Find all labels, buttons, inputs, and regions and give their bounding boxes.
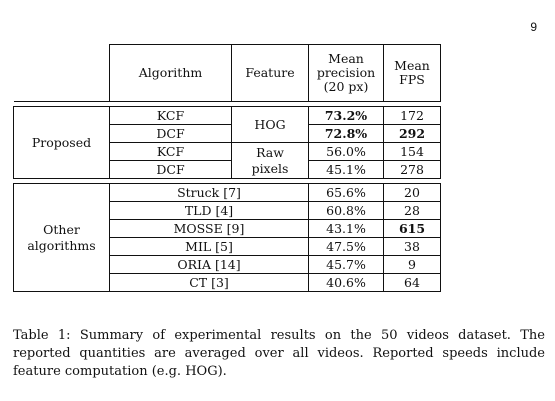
cell-fps: 154 — [383, 142, 441, 161]
cell-algorithm: Struck [7] — [109, 183, 309, 202]
cell-precision: 72.8% — [308, 124, 384, 143]
cell-algorithm: MIL [5] — [109, 237, 309, 256]
cell-fps: 615 — [383, 219, 441, 238]
cell-precision: 40.6% — [308, 273, 384, 292]
table-row: KCF Raw pixels 56.0% 154 — [14, 142, 441, 179]
cell-algorithm: DCF — [109, 124, 232, 143]
table-row: Other algorithms Struck [7] 65.6% 20 — [13, 183, 441, 292]
table-row: DCF 45.1% 278 — [14, 160, 441, 179]
header-fps: Mean FPS — [383, 44, 441, 102]
cell-feature-raw-pixels: Raw pixels — [231, 142, 309, 179]
cell-algorithm: KCF — [109, 142, 232, 161]
header-precision-line3: (20 px) — [323, 79, 369, 94]
feature-raw-line2: pixels — [251, 160, 289, 176]
table-row: MIL [5] 47.5% 38 — [14, 237, 441, 256]
header-precision: Mean precision (20 px) — [308, 44, 384, 102]
empty-corner-cell — [13, 44, 110, 102]
cell-precision: 43.1% — [308, 219, 384, 238]
header-fps-line2: FPS — [399, 72, 425, 87]
cell-precision: 56.0% — [308, 142, 384, 161]
group-other-line1: Other — [43, 221, 80, 237]
cell-fps: 64 — [383, 273, 441, 292]
header-fps-line1: Mean — [394, 58, 430, 73]
cell-fps: 172 — [383, 106, 441, 125]
cell-precision: 45.1% — [308, 160, 384, 179]
cell-precision: 65.6% — [308, 183, 384, 202]
group-other-line2: algorithms — [27, 237, 96, 253]
table-row: MOSSE [9] 43.1% 615 — [14, 219, 441, 238]
header-precision-line2: precision — [316, 65, 376, 80]
cell-algorithm: ORIA [14] — [109, 255, 309, 274]
header-precision-line1: Mean — [328, 51, 364, 66]
group-label-proposed: Proposed — [13, 106, 110, 179]
cell-precision: 73.2% — [308, 106, 384, 125]
table-header-row: Algorithm Feature Mean precision (20 px)… — [13, 44, 441, 102]
page-number: 9 — [530, 20, 537, 34]
table-row: Proposed KCF HOG 73.2% 172 — [13, 106, 441, 179]
cell-fps: 278 — [383, 160, 441, 179]
cell-fps: 38 — [383, 237, 441, 256]
table-caption: Table 1: Summary of experimental results… — [13, 328, 545, 379]
cell-algorithm: TLD [4] — [109, 201, 309, 220]
group-label-other: Other algorithms — [13, 183, 110, 292]
cell-feature-hog: HOG — [231, 106, 309, 143]
feature-raw-line1: Raw — [256, 144, 284, 160]
table-row: CT [3] 40.6% 64 — [14, 273, 441, 292]
header-algorithm: Algorithm — [109, 44, 232, 102]
cell-fps: 20 — [383, 183, 441, 202]
results-table: Algorithm Feature Mean precision (20 px)… — [13, 44, 441, 292]
cell-precision: 45.7% — [308, 255, 384, 274]
cell-algorithm: CT [3] — [109, 273, 309, 292]
cell-fps: 9 — [383, 255, 441, 274]
cell-precision: 47.5% — [308, 237, 384, 256]
cell-fps: 28 — [383, 201, 441, 220]
cell-precision: 60.8% — [308, 201, 384, 220]
header-feature: Feature — [231, 44, 309, 102]
cell-fps: 292 — [383, 124, 441, 143]
cell-algorithm: MOSSE [9] — [109, 219, 309, 238]
cell-algorithm: KCF — [109, 106, 232, 125]
table-row: ORIA [14] 45.7% 9 — [14, 255, 441, 274]
cell-algorithm: DCF — [109, 160, 232, 179]
